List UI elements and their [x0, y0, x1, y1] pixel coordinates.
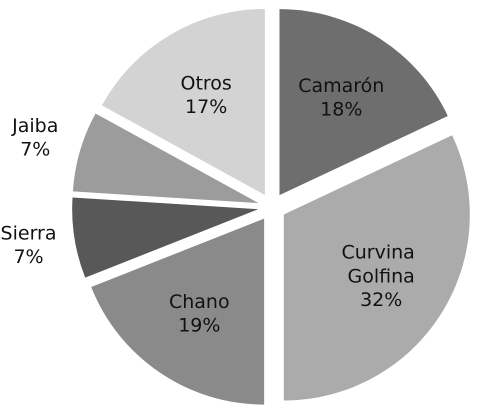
pie-slice	[101, 8, 265, 195]
slice-label: Otros	[181, 72, 232, 94]
slice-value-label: 7%	[13, 246, 43, 268]
pie-slice	[283, 135, 470, 401]
slice-value-label: 17%	[185, 96, 227, 118]
slice-value-label: 18%	[320, 98, 362, 120]
slice-label: Curvina Golfina	[342, 241, 421, 287]
pie-slice	[279, 9, 448, 196]
slice-label: Jaiba	[11, 115, 58, 137]
slice-label: Chano	[169, 290, 230, 312]
slice-value-label: 19%	[178, 314, 220, 336]
pie-slice	[91, 218, 265, 405]
pie-slice	[72, 197, 259, 278]
slice-label: Camarón	[298, 74, 384, 96]
slice-label: Sierra	[1, 222, 57, 244]
slice-value-label: 32%	[360, 289, 402, 311]
slice-value-label: 7%	[20, 139, 50, 161]
pie-slice	[72, 113, 259, 204]
